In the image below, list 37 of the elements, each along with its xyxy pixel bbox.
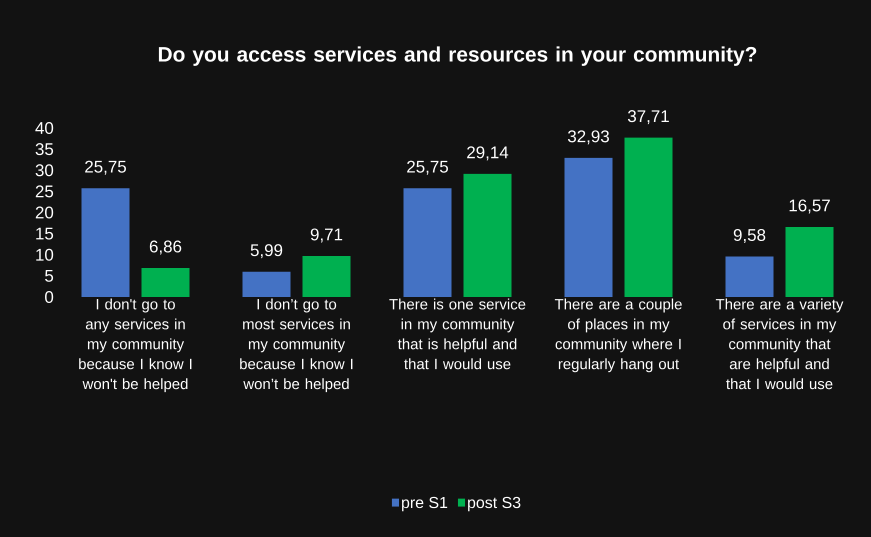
y-tick-label: 25 — [36, 185, 54, 198]
data-label: 32,93 — [568, 130, 609, 144]
y-tick-label: 40 — [35, 122, 54, 134]
x-tick-label: There are a couple of places in my community where I regularly hang out — [554, 298, 682, 372]
x-tick-label: There are a variety of services in my community that are helpful and that I would use — [716, 298, 844, 390]
data-label: 29,14 — [467, 146, 508, 160]
data-label: 9,71 — [310, 228, 342, 242]
data-label: 25,75 — [85, 160, 126, 175]
bar — [302, 256, 351, 297]
y-tick-label: 10 — [36, 248, 54, 261]
data-label: 5,99 — [250, 244, 282, 258]
bar — [786, 226, 834, 297]
bar — [404, 188, 452, 297]
x-tick-label: I don't go to any services in my community because I know I won't be helped — [79, 298, 192, 392]
x-tick-label: There is one service in my community that is helpful and that I would use — [389, 298, 526, 370]
data-label: 25,75 — [407, 160, 448, 175]
legend-label: pre S1 — [402, 496, 448, 512]
y-tick-label: 20 — [36, 206, 54, 219]
x-tick-label: I don’t go to most services in my community because I know I won’t be helped — [240, 298, 352, 392]
legend-label: post S3 — [468, 496, 520, 512]
bar — [464, 174, 512, 297]
data-label: 9,58 — [734, 229, 766, 244]
y-tick-label: 35 — [36, 143, 54, 156]
data-label: 16,57 — [790, 199, 830, 214]
bar — [142, 268, 190, 297]
y-tick-label: 15 — [36, 228, 54, 240]
y-tick-label: 30 — [36, 164, 54, 176]
chart-title: Do you access services and resources in your community? — [158, 46, 756, 66]
y-tick-label: 0 — [45, 291, 54, 303]
data-label: 37,71 — [628, 110, 669, 124]
data-label: 6,86 — [150, 240, 182, 254]
bar — [82, 188, 130, 297]
bar — [564, 158, 613, 297]
y-tick-label: 5 — [45, 270, 54, 282]
bar — [726, 256, 774, 297]
bar — [624, 138, 673, 297]
bar — [242, 272, 290, 297]
